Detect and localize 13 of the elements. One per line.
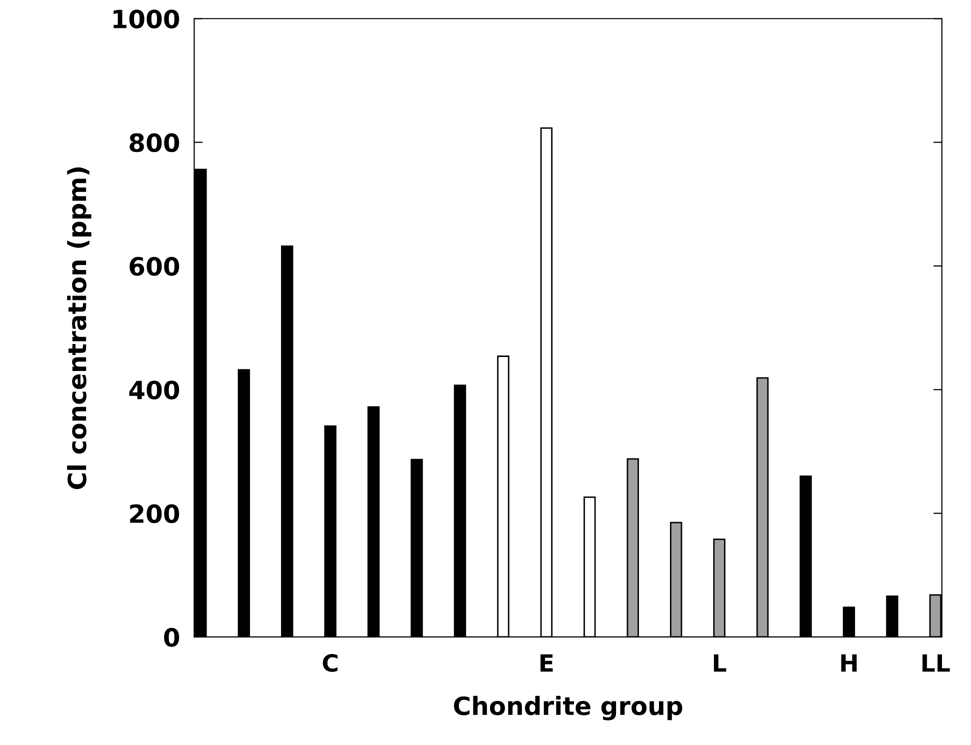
y-tick-label: 400: [129, 380, 180, 400]
y-tick-label: 0: [164, 628, 180, 647]
y-axis-title: Cl concentration (ppm): [67, 167, 92, 490]
y-tick-label: 600: [130, 256, 180, 276]
x-axis-title: Chondrite group: [454, 696, 682, 720]
x-tick-label: C: [322, 654, 338, 672]
x-tick-label: H: [841, 654, 857, 672]
y-tick-label: 1000: [114, 10, 180, 28]
x-tick-label: E: [540, 654, 553, 672]
x-tick-label: LL: [922, 654, 950, 672]
y-tick-label: 200: [130, 504, 180, 524]
y-tick-label: 800: [130, 133, 180, 152]
x-tick-label: L: [714, 654, 726, 672]
